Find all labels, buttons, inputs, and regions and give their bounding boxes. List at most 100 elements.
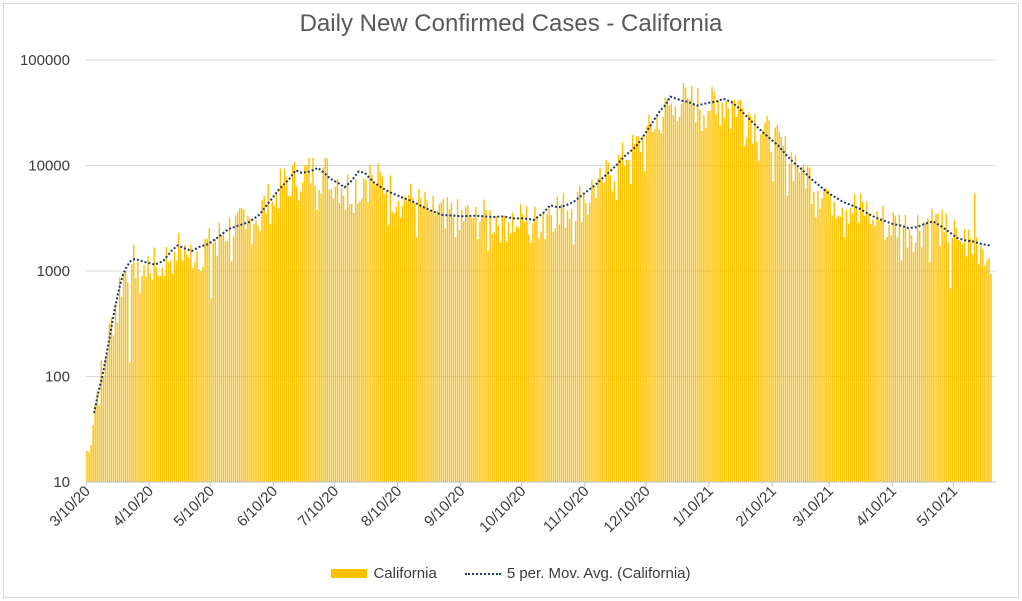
bar [843,237,846,482]
bar [139,292,141,482]
bar [416,237,418,482]
bar [448,209,451,482]
bar [491,233,493,482]
bar [287,196,290,482]
bar [833,201,835,483]
x-tick-label: 5/10/20 [171,483,218,530]
bar [963,229,966,482]
bar [971,254,974,482]
bar [200,271,202,482]
bar [255,220,257,483]
bar [976,237,978,482]
bar [988,258,990,482]
bar [377,163,379,483]
bar [519,203,522,483]
bar [743,146,746,483]
bar [880,219,882,483]
bar [802,164,805,482]
bar [941,209,943,482]
bar [595,197,597,482]
bar [298,200,300,482]
bar [587,214,589,483]
bar [399,217,402,482]
bar [581,221,583,482]
bar [454,237,457,482]
bar [469,215,471,482]
bar [876,211,878,482]
bar [864,215,866,482]
bar [762,130,764,483]
bar [171,273,174,482]
y-tick-label: 100 [45,369,70,386]
bar [800,166,803,483]
bar [212,243,214,482]
bar [271,201,274,482]
bar [548,208,550,482]
bar [788,163,791,483]
bar [234,215,237,482]
bar [540,231,542,482]
bar [350,203,353,482]
bar [574,220,577,482]
bar [509,233,512,482]
bar [285,176,288,482]
bar [888,224,890,482]
bar [965,256,968,482]
bar [955,228,958,482]
bar [279,168,282,482]
bar [263,195,265,483]
bar [733,99,736,483]
bar [764,123,766,482]
bar [593,187,595,483]
bar [695,122,697,482]
bar [585,203,587,482]
bar [102,377,105,482]
bar [184,245,186,482]
bar [495,216,497,482]
bar [809,167,811,482]
bar [503,215,506,483]
bar [727,108,730,482]
bar [163,275,166,482]
bar [318,189,320,482]
bar [330,189,333,482]
bar [796,167,799,482]
bar [607,162,609,482]
bar [611,190,614,482]
bar [821,198,823,482]
bar [929,262,931,482]
bar [853,193,856,483]
bar [322,167,324,482]
bar [566,210,569,482]
bar [603,182,605,483]
bar [654,128,656,482]
bar [631,134,634,482]
bar [656,116,658,482]
bar [304,165,306,482]
bar [898,214,901,482]
bar [110,317,113,482]
bar [837,215,839,482]
bars-california [86,83,992,483]
bar [823,188,825,482]
bar [245,229,247,482]
bar [670,103,673,482]
bar [967,229,970,482]
bar [86,450,88,482]
bar [259,230,261,482]
bar [175,260,178,482]
bar [674,106,677,482]
bar [487,250,489,482]
bar [878,219,880,482]
bar [617,154,620,482]
bar [475,206,477,482]
bar [241,208,243,482]
bar [247,215,249,482]
bar [969,238,972,482]
bar [839,216,842,483]
bar [320,193,322,482]
x-tick-label: 4/10/20 [110,483,157,530]
bar [568,218,571,482]
bar [737,100,740,483]
bar [104,357,107,482]
